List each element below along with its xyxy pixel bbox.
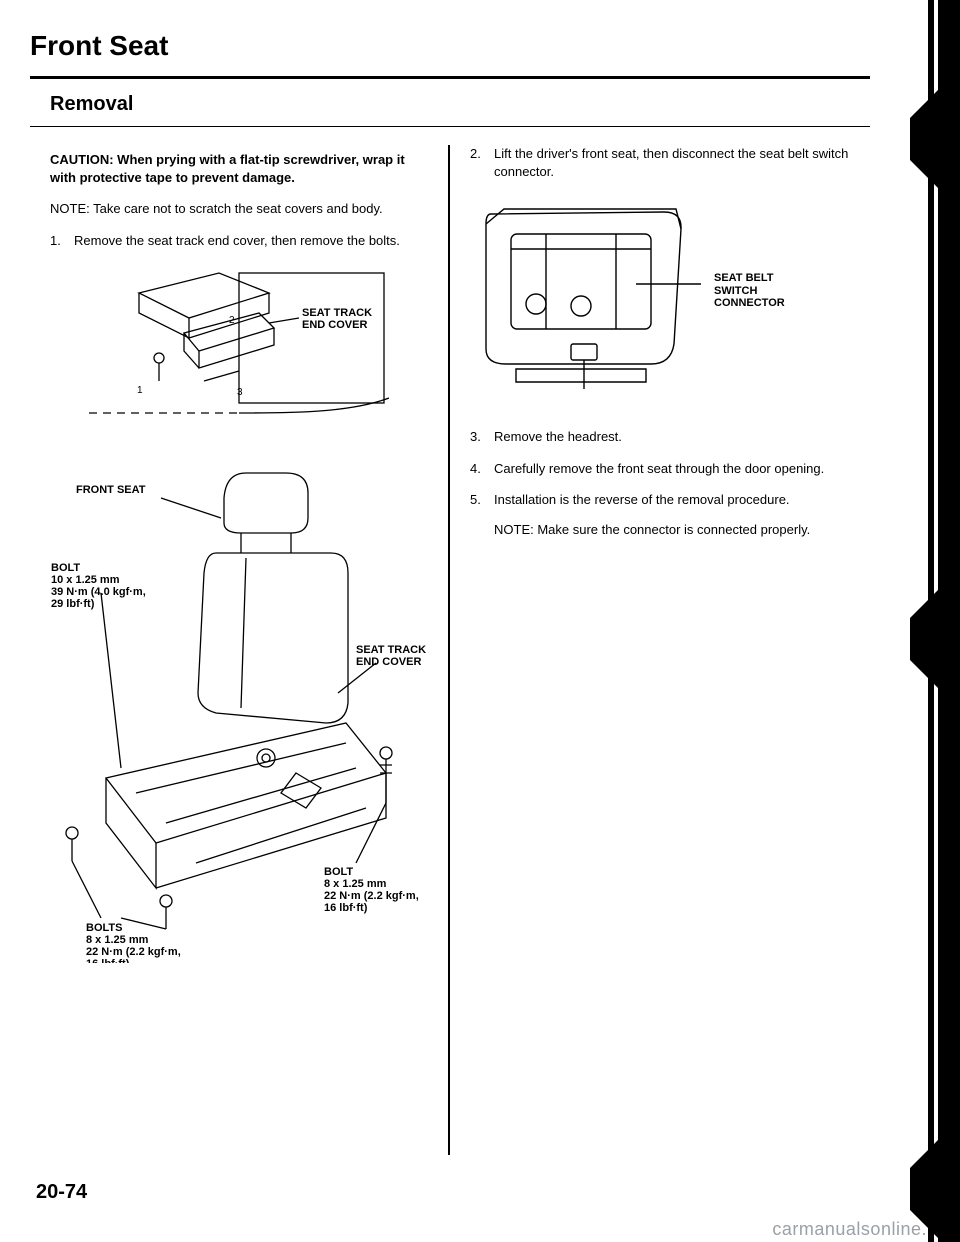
step-1: 1. Remove the seat track end cover, then… [50,232,428,250]
fig2-bolts-torque: 22 N·m (2.2 kgf·m, [86,946,181,958]
fig3-label-l2: SWITCH [714,285,757,297]
fig2-bolt1-title: BOLT [51,562,80,574]
step-5: 5. Installation is the reverse of the re… [470,491,850,538]
fig2-bolt2-size: 8 x 1.25 mm [324,878,387,890]
step-4-text: Carefully remove the front seat through … [494,460,850,478]
step-4: 4. Carefully remove the front seat throu… [470,460,850,478]
caution-block: CAUTION: When prying with a flat-tip scr… [50,151,428,186]
fig3-label-l3: CONNECTOR [714,297,785,309]
right-column: 2. Lift the driver's front seat, then di… [450,145,870,1155]
caution-label: CAUTION: [50,152,114,167]
page-title: Front Seat [30,30,870,79]
fig2-front-seat: FRONT SEAT [76,484,146,496]
fig2-track2: END COVER [356,656,421,668]
fig2-bolt1-torque2: 29 lbf·ft) [51,598,95,610]
step-1-num: 1. [50,232,74,250]
fig1-callout-1: 1 [137,385,143,396]
divider [30,126,870,127]
step-3-text: Remove the headrest. [494,428,850,446]
fig2-bolt2-torque2: 16 lbf·ft) [324,902,368,914]
step-2: 2. Lift the driver's front seat, then di… [470,145,850,180]
fig1-label-track: SEAT TRACK [302,307,372,319]
section-subtitle: Removal [50,93,870,126]
fig1-callout-2: 2 [229,315,235,326]
step-5-text: Installation is the reverse of the remov… [494,491,850,538]
fig1-callout-3: 3 [237,387,243,398]
fig1-label-cover: END COVER [302,319,367,331]
figure-seat-belt-connector [476,194,706,404]
fig3-label: SEAT BELT SWITCH CONNECTOR [714,272,785,310]
figure-front-seat: FRONT SEAT BOLT 10 x 1.25 mm 39 N·m (4.0… [46,463,426,963]
fig2-bolts-size: 8 x 1.25 mm [86,934,149,946]
page-number: 20-74 [36,1181,87,1204]
note-text: NOTE: Take care not to scratch the seat … [50,200,428,218]
fig2-bolts-title: BOLTS [86,922,122,934]
note2-text: NOTE: Make sure the connector is connect… [494,522,810,537]
fig2-bolt2-torque: 22 N·m (2.2 kgf·m, [324,890,419,902]
figure-seat-track-cover: SEAT TRACK END COVER 1 2 3 [89,263,389,433]
step-3: 3. Remove the headrest. [470,428,850,446]
fig2-bolt1-size: 10 x 1.25 mm [51,574,120,586]
step-1-text: Remove the seat track end cover, then re… [74,232,428,250]
fig2-track1: SEAT TRACK [356,644,426,656]
step-4-num: 4. [470,460,494,478]
left-column: CAUTION: When prying with a flat-tip scr… [30,145,450,1155]
fig2-bolts-torque2: 16 lbf·ft) [86,958,130,963]
step-3-num: 3. [470,428,494,446]
step-2-num: 2. [470,145,494,180]
fig2-bolt1-torque: 39 N·m (4.0 kgf·m, [51,586,146,598]
content-columns: CAUTION: When prying with a flat-tip scr… [30,145,870,1155]
step-2-text: Lift the driver's front seat, then disco… [494,145,850,180]
binder-edge-icon [890,0,960,1242]
step-5-num: 5. [470,491,494,538]
fig2-bolt2-title: BOLT [324,866,353,878]
fig3-label-l1: SEAT BELT [714,272,773,284]
